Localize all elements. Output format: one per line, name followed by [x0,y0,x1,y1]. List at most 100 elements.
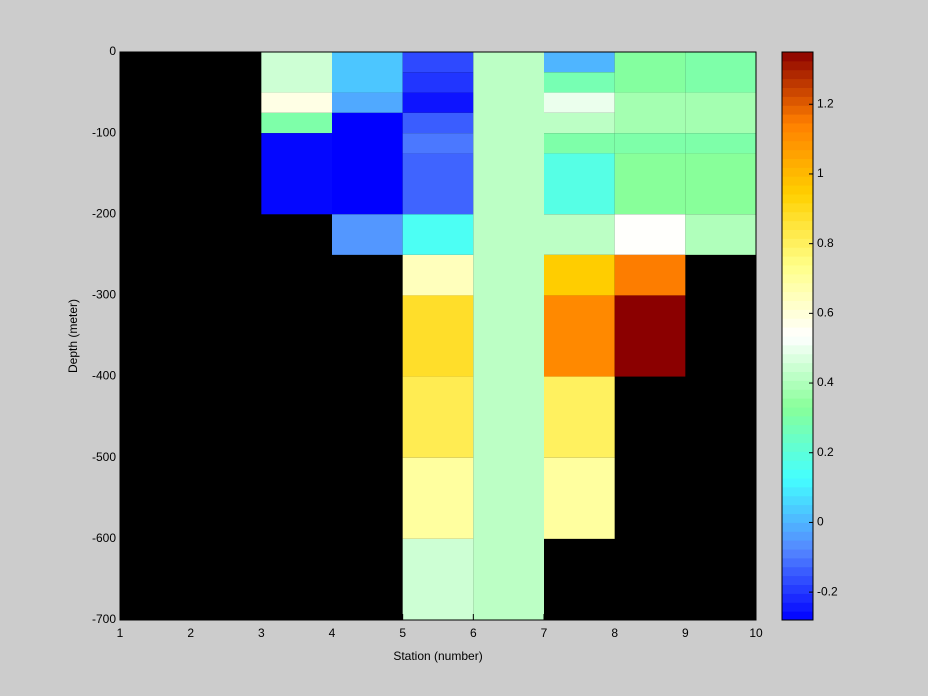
x-tick-label: 5 [399,626,406,640]
x-axis-label: Station (number) [393,649,482,663]
y-tick-label: -500 [92,450,116,464]
colorbar-tick-label: 0.6 [817,306,834,320]
y-tick-label: -400 [92,369,116,383]
colorbar-step [782,407,813,417]
colorbar-step [782,52,813,62]
colorbar-step [782,540,813,550]
colorbar-step [782,60,813,71]
colorbar-step [782,442,813,452]
colorbar-step [782,389,813,399]
colorbar-step [782,451,813,461]
x-tick-label: 4 [329,626,336,640]
colorbar-step [782,460,813,470]
colorbar-step [782,344,813,355]
x-tick-label: 6 [470,626,477,640]
heatmap-cell [332,112,403,215]
colorbar-step [782,602,813,612]
colorbar-step [782,469,813,479]
y-tick-label: 0 [109,44,116,58]
x-tick-label: 10 [749,626,763,640]
colorbar-step [782,140,813,151]
x-tick-label: 1 [117,626,124,640]
colorbar-step [782,531,813,541]
colorbar-step [782,194,813,204]
colorbar-step [782,327,813,337]
y-axis-label: Depth (meter) [66,299,80,373]
colorbar-step [782,522,813,532]
colorbar-step [782,486,813,497]
colorbar-step [782,593,813,603]
colorbar-step [782,114,813,124]
colorbar-step [782,424,813,435]
colorbar-step [782,247,813,257]
heatmap-cell [614,214,686,255]
heatmap-cell [544,52,615,73]
heatmap-cell [685,52,756,93]
x-tick-label: 9 [682,626,689,640]
heatmap-cell [544,133,615,154]
colorbar-step [782,362,813,372]
heatmap-cell [402,133,474,154]
heatmap-cell [402,153,474,215]
heatmap-cell [544,72,615,93]
heatmap-cell [614,153,686,215]
colorbar-step [782,167,813,177]
heatmap-cell [685,153,756,215]
colorbar-step [782,584,813,594]
heatmap-cell [614,254,686,296]
colorbar-step [782,300,813,310]
heatmap-cell [402,376,474,458]
colorbar-step [782,566,813,577]
colorbar-step [782,158,813,168]
colorbar-step [782,256,813,266]
heatmap-cell [402,52,474,73]
colorbar-step [782,478,813,488]
heatmap-cell [544,457,615,539]
colorbar-step [782,415,813,426]
x-tick-label: 8 [611,626,618,640]
colorbar-step [782,282,813,293]
colorbar-step [782,131,813,142]
heatmap-cell [402,112,474,134]
heatmap-cell [544,112,615,134]
colorbar-step [782,336,813,346]
heatmap-cell [402,457,474,539]
colorbar-step [782,69,813,80]
heatmap-cell [544,92,615,113]
plot-frame [119,51,757,621]
colorbar-step [782,211,813,222]
colorbar-step [782,380,813,390]
heatmap-cell [261,52,332,93]
colorbar-step [782,309,813,319]
colorbar-step [782,291,813,301]
heatmap-cell [402,295,474,377]
colorbar-step [782,575,813,585]
x-tick-label: 7 [541,626,548,640]
colorbar-step [782,220,813,230]
colorbar-step [782,265,813,275]
colorbar-step [782,433,813,443]
colorbar-step [782,185,813,195]
heatmap-cell [614,133,686,154]
y-tick-label: -700 [92,612,116,626]
heatmap-cell [544,214,615,255]
heatmap-cell [332,92,403,113]
heatmap-cell [544,376,615,458]
heatmap-cell [402,92,474,113]
colorbar-step [782,176,813,186]
colorbar-step [782,318,813,328]
heatmap-cell [261,112,332,134]
heatmap-cell [402,72,474,93]
heatmap-cell [402,538,474,620]
heatmap-cell [544,295,615,377]
heatmap-cell [614,295,686,377]
colorbar-step [782,238,813,248]
heatmap-cell [685,92,756,134]
x-tick-label: 2 [187,626,194,640]
x-tick-label: 3 [258,626,265,640]
heatmap-cell [544,254,615,296]
colorbar-step [782,549,813,559]
heatmap-cell [614,92,686,134]
colorbar-step [782,353,813,364]
